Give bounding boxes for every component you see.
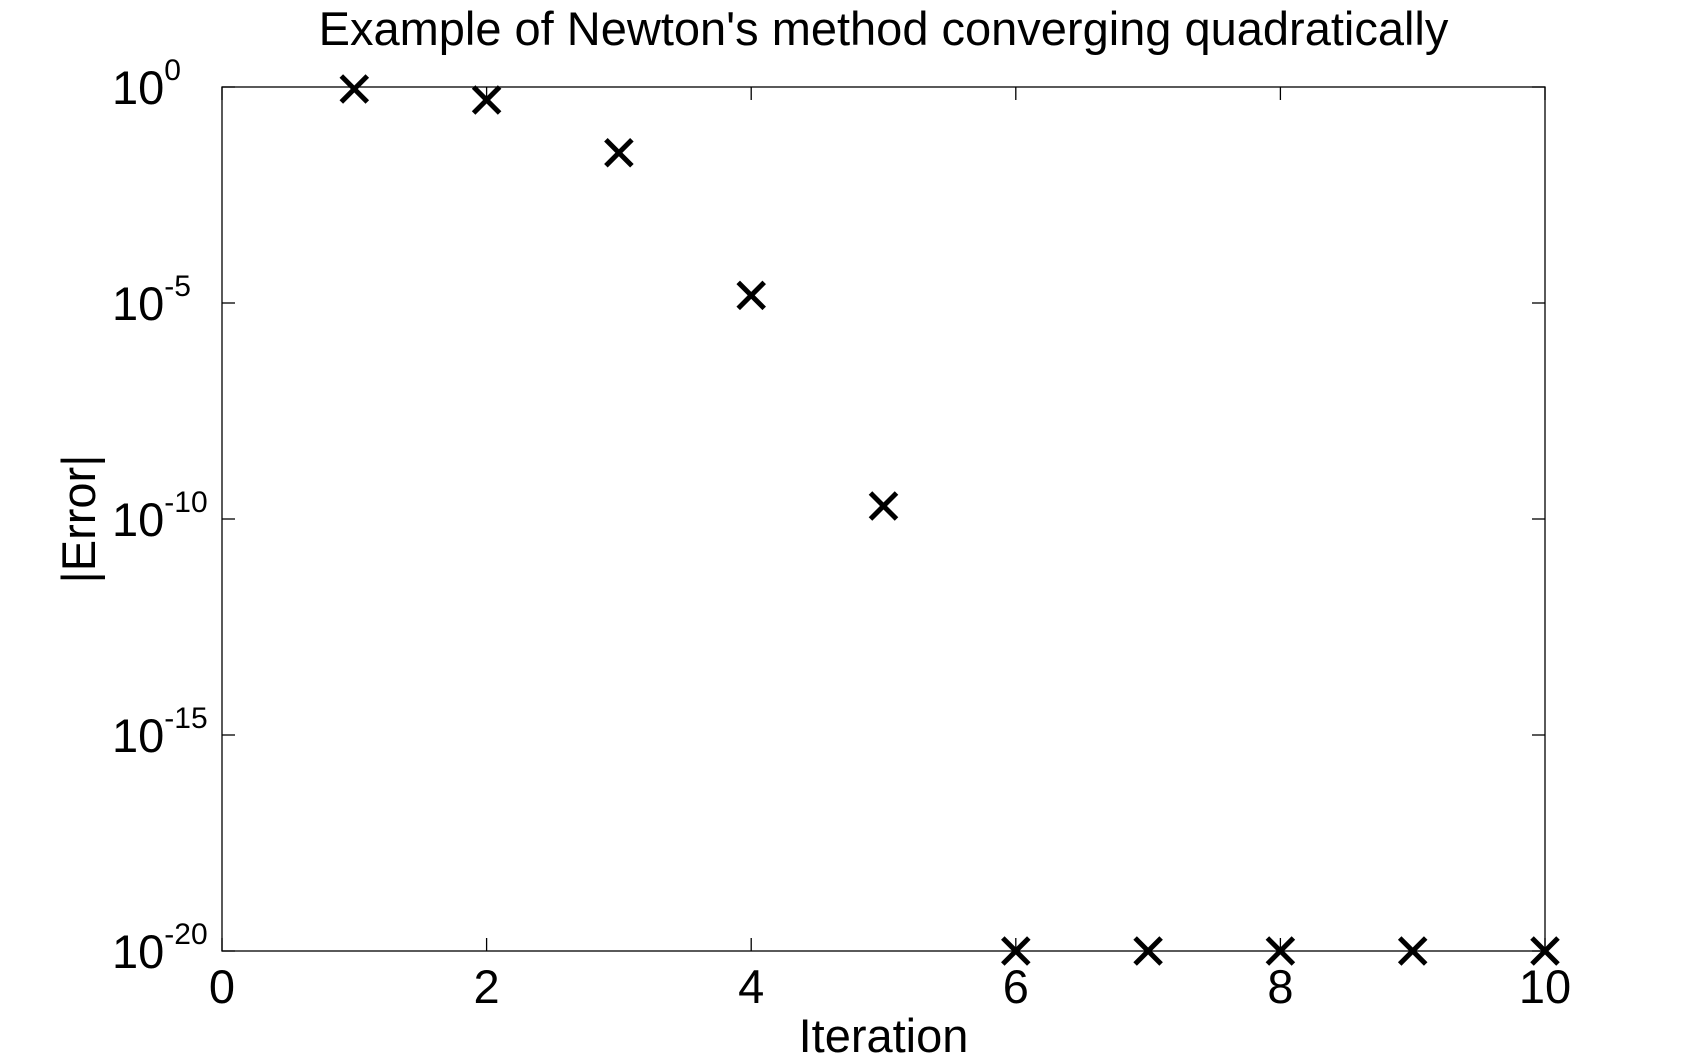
data-point-marker bbox=[471, 85, 502, 115]
y-axis-tick-labels: 100 10-5 10-10 10-15 10-20 bbox=[112, 54, 208, 978]
data-point-marker bbox=[1265, 936, 1296, 966]
data-point-marker bbox=[1397, 936, 1428, 966]
data-point-marker bbox=[604, 138, 634, 168]
data-point-marker bbox=[1133, 936, 1163, 966]
data-point-marker bbox=[1530, 936, 1560, 966]
x-tick-label: 6 bbox=[1003, 960, 1029, 1013]
x-axis-tick-labels: 0 2 4 6 8 10 bbox=[209, 960, 1571, 1013]
chart-title: Example of Newton's method converging qu… bbox=[319, 2, 1449, 55]
y-tick-label: 100 bbox=[112, 54, 181, 114]
y-axis-label: |Error| bbox=[52, 455, 105, 584]
y-tick-label: 10-5 bbox=[112, 270, 191, 330]
x-tick-label: 2 bbox=[474, 960, 500, 1013]
y-tick-label: 10-10 bbox=[112, 486, 208, 546]
data-point-marker bbox=[339, 74, 370, 104]
y-tick-label: 10-20 bbox=[112, 918, 208, 978]
x-axis-label: Iteration bbox=[799, 1009, 969, 1057]
data-point-marker bbox=[1001, 936, 1031, 966]
plot-area bbox=[221, 86, 1546, 952]
data-points bbox=[339, 74, 1560, 966]
data-point-marker bbox=[868, 491, 899, 521]
x-tick-label: 0 bbox=[209, 960, 235, 1013]
x-tick-label: 8 bbox=[1267, 960, 1293, 1013]
x-tick-label: 10 bbox=[1519, 960, 1571, 1013]
x-tick-label: 4 bbox=[738, 960, 764, 1013]
data-point-marker bbox=[736, 280, 766, 311]
y-tick-label: 10-15 bbox=[112, 702, 208, 762]
